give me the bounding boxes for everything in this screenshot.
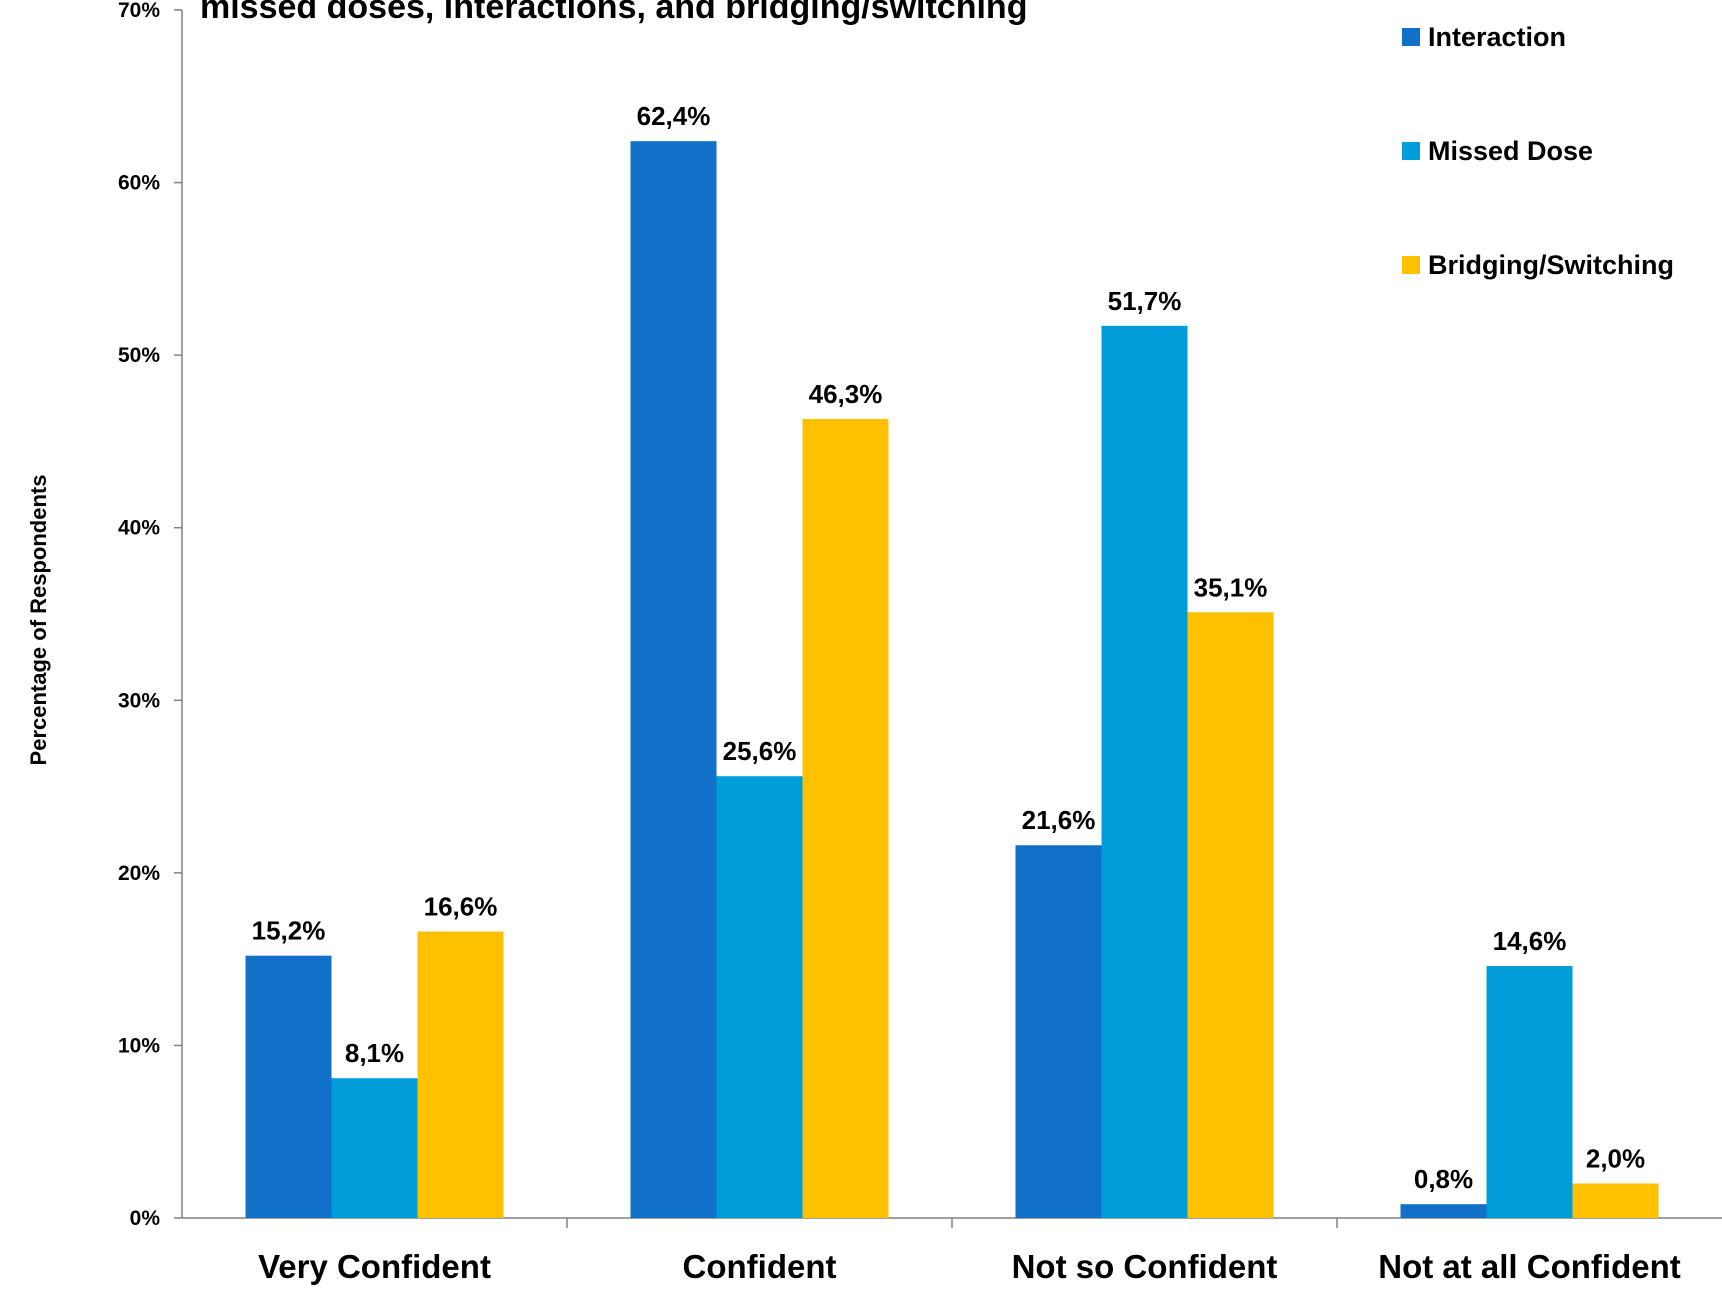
data-label: 62,4% xyxy=(637,101,711,131)
y-tick-label: 40% xyxy=(118,517,160,540)
y-tick-label: 70% xyxy=(118,0,160,22)
y-tick-label: 60% xyxy=(118,172,160,195)
bar xyxy=(630,141,717,1218)
legend: Interaction Missed Dose Bridging/Switching xyxy=(1402,22,1674,280)
bar xyxy=(1101,325,1188,1218)
bar xyxy=(417,931,504,1218)
y-tick-label: 50% xyxy=(118,344,160,367)
bars xyxy=(245,141,1659,1219)
data-label: 51,7% xyxy=(1108,286,1182,316)
x-tick-label: Very Confident xyxy=(258,1248,491,1285)
y-tick-label: 30% xyxy=(118,689,160,712)
bar xyxy=(1015,845,1102,1218)
legend-swatch xyxy=(1402,142,1420,160)
x-tick-label: Not so Confident xyxy=(1012,1248,1278,1285)
data-label: 46,3% xyxy=(809,379,883,409)
data-label: 2,0% xyxy=(1586,1143,1645,1173)
legend-swatch xyxy=(1402,256,1420,274)
y-axis-label: Percentage of Respondents xyxy=(26,475,51,766)
data-label: 35,1% xyxy=(1194,572,1268,602)
y-tick-label: 20% xyxy=(118,862,160,885)
chart-title: missed doses, interactions, and bridging… xyxy=(200,0,1027,26)
y-tick-label: 0% xyxy=(130,1207,161,1230)
data-label: 15,2% xyxy=(252,916,326,946)
x-tick-label: Confident xyxy=(683,1248,837,1285)
legend-label: Bridging/Switching xyxy=(1428,250,1674,280)
data-label: 25,6% xyxy=(723,736,797,766)
data-label: 21,6% xyxy=(1022,805,1096,835)
bar xyxy=(716,776,803,1218)
bar xyxy=(1572,1183,1659,1218)
y-tick-label: 10% xyxy=(118,1034,160,1057)
x-tick-labels: Very Confident Confident Not so Confident N… xyxy=(258,1248,1681,1285)
bar xyxy=(802,418,889,1219)
bar xyxy=(331,1078,418,1218)
legend-label: Missed Dose xyxy=(1428,136,1593,166)
bar xyxy=(1187,612,1274,1218)
bar xyxy=(1400,1204,1487,1218)
data-label: 8,1% xyxy=(345,1038,404,1068)
data-label: 16,6% xyxy=(424,892,498,922)
legend-swatch xyxy=(1402,28,1420,46)
data-labels: 15,2% 8,1% 16,6% 62,4% 25,6% 46,3% 21,6% 51,7% 3… xyxy=(252,101,1646,1194)
data-label: 0,8% xyxy=(1414,1164,1473,1194)
bar xyxy=(1486,966,1573,1218)
data-label: 14,6% xyxy=(1493,926,1567,956)
legend-label: Interaction xyxy=(1428,22,1566,52)
bar xyxy=(245,955,332,1218)
x-tick-label: Not at all Confident xyxy=(1378,1248,1680,1285)
